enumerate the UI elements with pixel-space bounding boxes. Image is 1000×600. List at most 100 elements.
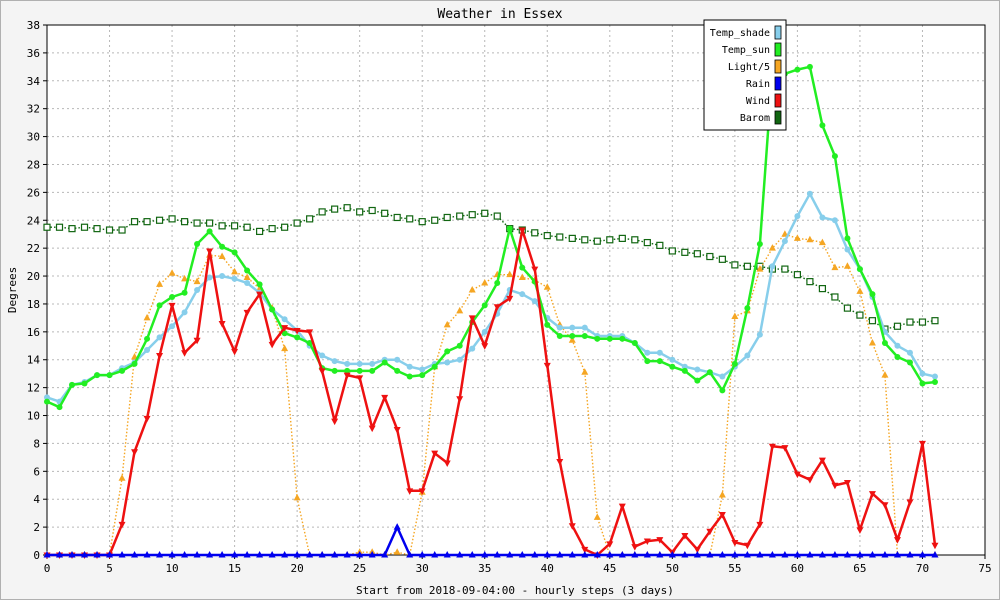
data-point bbox=[743, 542, 751, 550]
data-point bbox=[431, 363, 438, 370]
data-point bbox=[681, 248, 689, 256]
data-point bbox=[156, 302, 163, 309]
data-point bbox=[831, 153, 838, 160]
data-point bbox=[581, 333, 588, 340]
data-point bbox=[456, 306, 464, 314]
legend-label: Light/5 bbox=[728, 62, 770, 73]
data-point bbox=[493, 212, 501, 220]
data-point bbox=[144, 335, 151, 342]
data-point bbox=[444, 359, 451, 366]
data-point bbox=[606, 541, 614, 548]
data-point bbox=[168, 302, 176, 310]
data-point bbox=[143, 313, 151, 321]
x-tick-label: 70 bbox=[916, 562, 929, 575]
data-point bbox=[894, 342, 901, 349]
plot-area bbox=[47, 25, 985, 555]
x-tick-label: 0 bbox=[44, 562, 51, 575]
data-point bbox=[856, 287, 864, 294]
data-point bbox=[168, 269, 176, 276]
data-point bbox=[531, 551, 539, 558]
data-point bbox=[180, 218, 189, 226]
data-point bbox=[606, 236, 614, 244]
data-point bbox=[681, 367, 688, 374]
data-point bbox=[881, 502, 889, 509]
data-point bbox=[506, 225, 513, 232]
series-line bbox=[47, 233, 935, 556]
data-point bbox=[493, 304, 501, 311]
data-point bbox=[794, 66, 801, 73]
y-tick-label: 32 bbox=[27, 103, 40, 116]
data-point bbox=[193, 551, 201, 558]
data-point bbox=[568, 551, 576, 558]
data-point bbox=[468, 286, 476, 293]
data-point bbox=[518, 227, 526, 235]
data-point bbox=[356, 551, 364, 558]
data-point bbox=[118, 521, 126, 529]
data-point bbox=[918, 318, 927, 326]
y-axis-label: Degrees bbox=[6, 267, 19, 313]
x-tick-label: 40 bbox=[541, 562, 554, 575]
data-point bbox=[281, 344, 289, 352]
data-point bbox=[669, 363, 676, 370]
data-point bbox=[644, 358, 651, 365]
y-tick-label: 38 bbox=[27, 19, 40, 32]
data-point bbox=[756, 240, 763, 247]
data-point bbox=[393, 213, 401, 222]
data-point bbox=[494, 280, 501, 287]
data-point bbox=[519, 264, 526, 271]
data-point bbox=[406, 551, 414, 558]
plot-background bbox=[47, 25, 985, 555]
data-point bbox=[106, 372, 113, 379]
data-point bbox=[119, 367, 126, 374]
data-point bbox=[443, 213, 451, 222]
data-point bbox=[68, 225, 76, 233]
data-point bbox=[531, 266, 539, 274]
data-point bbox=[606, 551, 614, 558]
data-point bbox=[844, 235, 851, 242]
y-tick-label: 34 bbox=[27, 75, 41, 88]
data-point bbox=[419, 372, 426, 379]
data-point bbox=[519, 291, 526, 298]
data-point bbox=[81, 380, 88, 387]
data-point bbox=[706, 369, 713, 376]
data-point bbox=[568, 523, 576, 530]
data-point bbox=[231, 275, 238, 282]
data-point bbox=[856, 551, 864, 558]
data-point bbox=[843, 304, 852, 312]
data-point bbox=[806, 551, 814, 558]
axes: 0 5 10 15 20 25 30 35 40 45 50 55 60 65 70 750246810121… bbox=[27, 19, 992, 575]
data-point bbox=[43, 551, 51, 558]
data-point bbox=[818, 457, 826, 465]
data-point bbox=[581, 324, 588, 331]
data-point bbox=[156, 353, 164, 360]
data-point bbox=[868, 551, 876, 558]
data-point bbox=[219, 273, 226, 280]
data-point bbox=[456, 212, 464, 220]
data-point bbox=[556, 324, 563, 331]
data-point bbox=[806, 63, 813, 70]
data-point bbox=[543, 283, 551, 290]
data-point bbox=[319, 352, 326, 359]
data-point bbox=[481, 551, 489, 558]
legend-swatch bbox=[774, 25, 782, 40]
data-point bbox=[918, 440, 926, 448]
legend-label: Temp_shade bbox=[710, 28, 770, 39]
data-point bbox=[544, 321, 551, 328]
series-rain bbox=[43, 523, 939, 558]
data-point bbox=[819, 122, 826, 129]
data-point bbox=[693, 250, 701, 258]
data-point bbox=[143, 218, 151, 226]
data-point bbox=[206, 274, 213, 281]
legend-swatch bbox=[774, 110, 782, 125]
data-point bbox=[256, 291, 264, 299]
data-point bbox=[431, 450, 439, 458]
data-point bbox=[231, 348, 239, 356]
data-point bbox=[569, 324, 576, 331]
data-point bbox=[618, 503, 626, 511]
data-point bbox=[931, 373, 938, 380]
data-point bbox=[281, 325, 289, 332]
data-point bbox=[456, 396, 464, 403]
data-point bbox=[618, 234, 626, 242]
data-point bbox=[906, 551, 914, 558]
data-point bbox=[381, 394, 389, 402]
